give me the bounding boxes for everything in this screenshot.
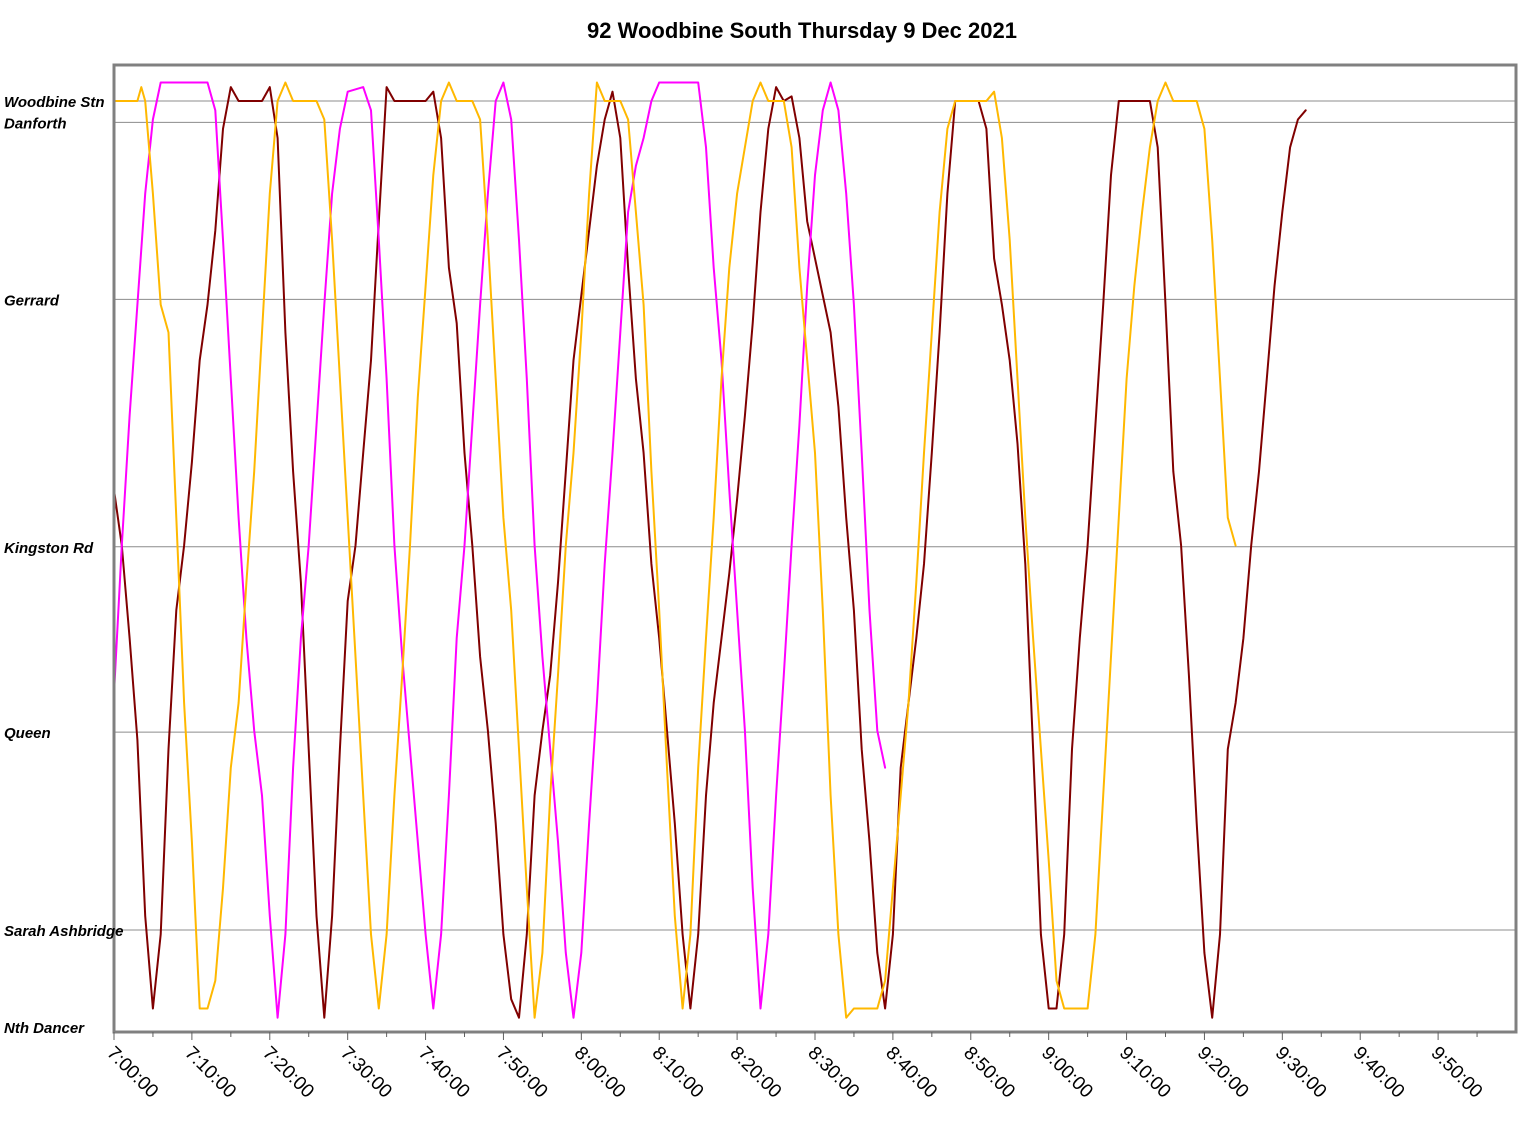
x-tick-label: 9:30:00: [1271, 1043, 1331, 1103]
x-tick-label: 9:50:00: [1427, 1043, 1487, 1103]
y-axis-labels: Woodbine Stn Danforth Gerrard Kingston Rd Qu…: [4, 94, 123, 1037]
y-tick-label: Gerrard: [4, 292, 60, 309]
x-tick-label: 7:00:00: [102, 1043, 162, 1103]
y-tick-label: Kingston Rd: [4, 540, 94, 557]
x-tick-label: 9:40:00: [1349, 1043, 1409, 1103]
x-tick-label: 9:10:00: [1115, 1043, 1175, 1103]
y-tick-label: Danforth: [4, 115, 67, 132]
y-tick-label: Nth Dancer: [4, 1020, 85, 1037]
series-line-1: [113, 81, 887, 1019]
plot-frame: [112, 63, 1518, 1034]
x-tick-label: 9:20:00: [1193, 1043, 1253, 1103]
x-tick-label: 7:40:00: [414, 1043, 474, 1103]
chart-title: 92 Woodbine South Thursday 9 Dec 2021: [587, 18, 1017, 43]
y-tick-label: Queen: [4, 725, 51, 742]
x-tick-label: 7:30:00: [336, 1043, 396, 1103]
x-tick-label: 8:20:00: [726, 1043, 786, 1103]
x-tick-label: 8:40:00: [881, 1043, 941, 1103]
x-tick-label: 8:00:00: [570, 1043, 630, 1103]
series-line-0: [113, 86, 1307, 1019]
series-line-2: [113, 81, 1237, 1019]
series-layer: [113, 81, 1307, 1019]
x-tick-label: 8:30:00: [803, 1043, 863, 1103]
x-tick-label: 7:10:00: [180, 1043, 240, 1103]
x-tick-label: 7:50:00: [492, 1043, 552, 1103]
x-axis-labels: 7:00:00 7:10:00 7:20:00 7:30:00 7:40:00 7:50:…: [102, 1032, 1486, 1102]
x-tick-label: 7:20:00: [258, 1043, 318, 1103]
y-tick-label: Woodbine Stn: [4, 94, 105, 111]
y-tick-label: Sarah Ashbridge: [4, 923, 123, 940]
x-tick-label: 8:10:00: [648, 1043, 708, 1103]
grid-layer: [114, 100, 1516, 931]
x-tick-label: 9:00:00: [1037, 1043, 1097, 1103]
x-tick-label: 8:50:00: [959, 1043, 1019, 1103]
